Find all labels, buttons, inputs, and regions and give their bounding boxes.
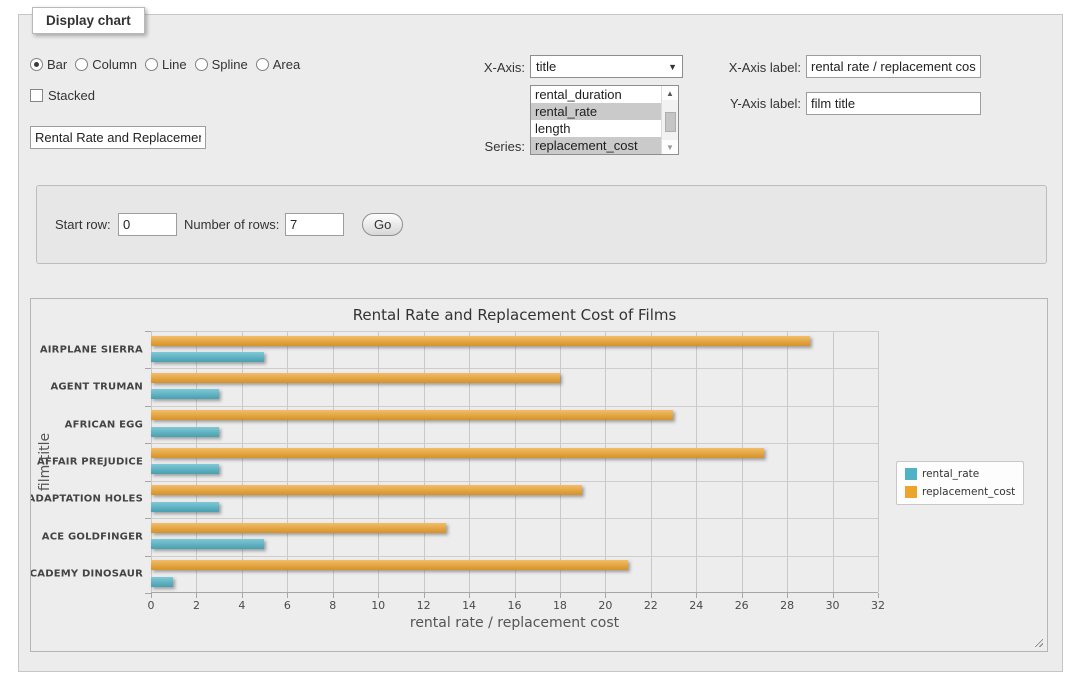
- x-tick-label: 26: [735, 599, 749, 612]
- y-axis-title: film title: [37, 433, 53, 491]
- stacked-row: Stacked: [30, 88, 95, 103]
- bar-rental_rate[interactable]: [151, 502, 219, 512]
- x-axis-label-input[interactable]: [806, 55, 981, 78]
- radio-spline[interactable]: [195, 58, 208, 71]
- bar-replacement_cost[interactable]: [151, 336, 810, 346]
- x-tick-label: 4: [238, 599, 245, 612]
- category-label: ADAPTATION HOLES: [30, 494, 143, 505]
- num-rows-input[interactable]: [285, 213, 344, 236]
- bar-replacement_cost[interactable]: [151, 448, 764, 458]
- series-option-replacement-cost[interactable]: replacement_cost: [531, 137, 661, 154]
- x-axis-select[interactable]: title ▼: [530, 55, 683, 78]
- x-tick-label: 22: [644, 599, 658, 612]
- x-tick-label: 6: [284, 599, 291, 612]
- chart-container: Rental Rate and Replacement Cost of Film…: [30, 298, 1048, 652]
- scroll-down-icon[interactable]: ▼: [662, 140, 678, 154]
- x-tick-label: 16: [508, 599, 522, 612]
- chart-legend: rental_rate replacement_cost: [896, 461, 1024, 505]
- series-option-length[interactable]: length: [531, 120, 661, 137]
- radio-spline-label[interactable]: Spline: [212, 57, 248, 72]
- listbox-scrollbar[interactable]: ▲ ▼: [661, 86, 678, 154]
- scroll-up-icon[interactable]: ▲: [662, 86, 678, 100]
- legend-label-rental-rate: rental_rate: [922, 468, 979, 480]
- radio-line[interactable]: [145, 58, 158, 71]
- chevron-down-icon: ▼: [668, 62, 677, 72]
- x-tick-label: 10: [371, 599, 385, 612]
- plot-area: 02468101214161820222426283032AIRPLANE SI…: [151, 331, 878, 593]
- x-tick-label: 14: [462, 599, 476, 612]
- start-row-label: Start row:: [55, 217, 111, 232]
- bar-rental_rate[interactable]: [151, 427, 219, 437]
- bar-rental_rate[interactable]: [151, 539, 264, 549]
- num-rows-label: Number of rows:: [184, 217, 279, 232]
- legend-swatch-replacement-cost: [905, 486, 917, 498]
- stacked-label[interactable]: Stacked: [48, 88, 95, 103]
- y-axis-label-caption: Y-Axis label:: [700, 96, 801, 111]
- x-tick-label: 24: [689, 599, 703, 612]
- legend-label-replacement-cost: replacement_cost: [922, 486, 1015, 498]
- radio-line-label[interactable]: Line: [162, 57, 187, 72]
- start-row-input[interactable]: [118, 213, 177, 236]
- x-tick-label: 0: [148, 599, 155, 612]
- series-option-rental-rate[interactable]: rental_rate: [531, 103, 661, 120]
- x-tick-label: 8: [329, 599, 336, 612]
- category-label: ACE GOLDFINGER: [42, 531, 143, 542]
- bar-rental_rate[interactable]: [151, 389, 219, 399]
- x-tick-label: 2: [193, 599, 200, 612]
- radio-column-label[interactable]: Column: [92, 57, 137, 72]
- fieldset-legend: Display chart: [32, 7, 145, 34]
- legend-item-rental-rate[interactable]: rental_rate: [905, 468, 1015, 480]
- bar-replacement_cost[interactable]: [151, 560, 628, 570]
- x-tick-label: 32: [871, 599, 885, 612]
- bar-replacement_cost[interactable]: [151, 485, 582, 495]
- x-tick-label: 20: [598, 599, 612, 612]
- category-label: AFRICAN EGG: [65, 419, 143, 430]
- scrollbar-thumb[interactable]: [665, 112, 676, 132]
- x-tick-label: 28: [780, 599, 794, 612]
- category-label: ACADEMY DINOSAUR: [30, 569, 143, 580]
- bar-replacement_cost[interactable]: [151, 373, 560, 383]
- x-axis-select-label: X-Axis:: [425, 60, 525, 75]
- series-listbox-label: Series:: [425, 139, 525, 154]
- series-listbox: rental_duration rental_rate length repla…: [530, 85, 679, 155]
- bar-replacement_cost[interactable]: [151, 523, 446, 533]
- bar-rental_rate[interactable]: [151, 352, 264, 362]
- bar-rental_rate[interactable]: [151, 577, 173, 587]
- bar-replacement_cost[interactable]: [151, 410, 673, 420]
- resize-handle-icon[interactable]: [1033, 637, 1043, 647]
- category-label: AIRPLANE SIERRA: [40, 344, 143, 355]
- series-option-rental-duration[interactable]: rental_duration: [531, 86, 661, 103]
- x-tick-label: 18: [553, 599, 567, 612]
- radio-area-label[interactable]: Area: [273, 57, 300, 72]
- chart-title-input[interactable]: [30, 126, 206, 149]
- bar-rental_rate[interactable]: [151, 464, 219, 474]
- legend-item-replacement-cost[interactable]: replacement_cost: [905, 486, 1015, 498]
- x-tick-label: 30: [826, 599, 840, 612]
- radio-column[interactable]: [75, 58, 88, 71]
- go-button[interactable]: Go: [362, 213, 403, 236]
- legend-swatch-rental-rate: [905, 468, 917, 480]
- x-axis-title: rental rate / replacement cost: [151, 615, 878, 631]
- radio-bar[interactable]: [30, 58, 43, 71]
- category-label: AGENT TRUMAN: [50, 382, 143, 393]
- x-axis-label-caption: X-Axis label:: [700, 60, 801, 75]
- radio-bar-label[interactable]: Bar: [47, 57, 67, 72]
- chart-type-radio-group: Bar Column Line Spline Area: [30, 57, 300, 72]
- chart-title: Rental Rate and Replacement Cost of Film…: [151, 306, 878, 324]
- y-axis-label-input[interactable]: [806, 92, 981, 115]
- stacked-checkbox[interactable]: [30, 89, 43, 102]
- x-axis-select-value: title: [536, 59, 668, 74]
- radio-area[interactable]: [256, 58, 269, 71]
- x-tick-label: 12: [417, 599, 431, 612]
